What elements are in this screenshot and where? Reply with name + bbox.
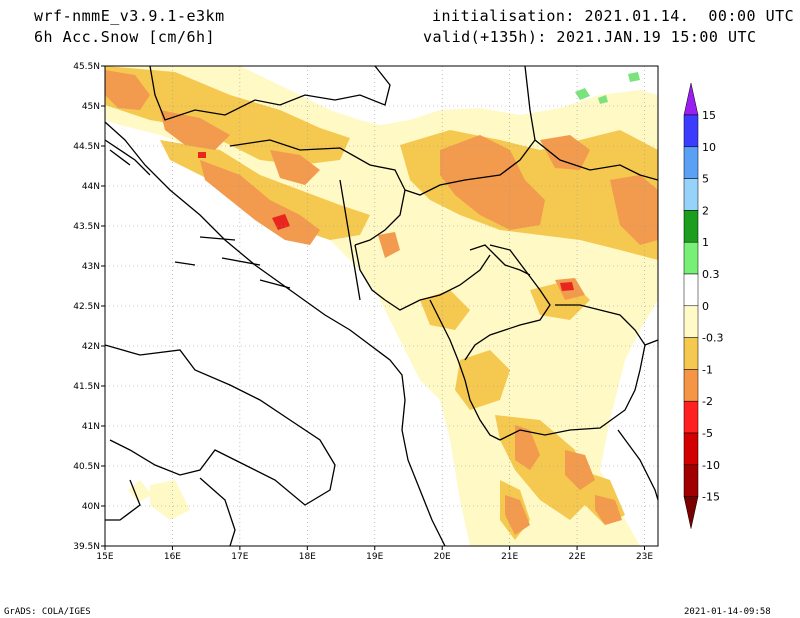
colorbar-label: -5 <box>702 427 713 440</box>
lon-tick-label: 18E <box>299 552 316 562</box>
init-time: initialisation: 2021.01.14. 00:00 UTC <box>432 7 795 25</box>
lat-tick-label: 40N <box>82 502 100 512</box>
snow-red-layer <box>198 152 574 291</box>
colorbar-segment <box>683 464 699 497</box>
colorbar-segment <box>683 369 699 402</box>
colorbar: 15 10 5 2 1 0.3 0 -0.3 -1 -2 -5 -10 -15 <box>683 82 723 529</box>
lat-tick-label: 40.5N <box>73 462 100 472</box>
lon-tick-label: 21E <box>501 552 518 562</box>
valid-time: valid(+135h): 2021.JAN.19 15:00 UTC <box>423 28 757 46</box>
lat-tick-label: 45.5N <box>73 62 100 72</box>
lon-tick-label: 23E <box>636 552 653 562</box>
lon-tick-label: 16E <box>164 552 181 562</box>
colorbar-label: -10 <box>702 459 720 472</box>
lon-tick-label: 17E <box>231 552 248 562</box>
colorbar-label: 0.3 <box>702 268 720 281</box>
colorbar-segment <box>683 305 699 338</box>
colorbar-label: -2 <box>702 395 713 408</box>
snow-orange-layer <box>105 70 658 535</box>
colorbar-bottom-arrow <box>683 496 699 529</box>
colorbar-segment <box>683 273 699 307</box>
field-title: 6h Acc.Snow [cm/6h] <box>34 28 216 46</box>
lat-tick-label: 43.5N <box>73 222 100 232</box>
colorbar-segment <box>683 241 699 275</box>
colorbar-label: -0.3 <box>702 332 723 345</box>
colorbar-label: 2 <box>702 204 709 217</box>
colorbar-label: -15 <box>702 491 720 504</box>
longitude-axis: 15E 16E 17E 18E 19E 20E 21E 22E 23E <box>96 546 653 562</box>
lon-tick-label: 20E <box>434 552 451 562</box>
lat-tick-label: 42.5N <box>73 302 100 312</box>
coastlines-borders <box>105 66 658 546</box>
latitude-axis: 45.5N 45N 44.5N 44N 43.5N 43N 42.5N 42N 41.5N 41N… <box>73 62 105 552</box>
colorbar-segment <box>683 146 699 179</box>
lon-tick-label: 19E <box>366 552 383 562</box>
footer-grads: GrADS: COLA/IGES <box>4 607 91 617</box>
lat-tick-label: 39.5N <box>73 542 100 552</box>
lat-tick-label: 41N <box>82 422 100 432</box>
colorbar-label: 15 <box>702 109 716 122</box>
colorbar-label: -1 <box>702 363 713 376</box>
colorbar-segment <box>683 400 699 434</box>
colorbar-segment <box>683 337 699 370</box>
colorbar-segment <box>683 432 699 466</box>
snow-green-layer <box>575 72 640 104</box>
colorbar-top-arrow <box>683 82 699 116</box>
colorbar-segment <box>683 210 699 243</box>
colorbar-label: 5 <box>702 173 709 186</box>
lon-tick-label: 15E <box>96 552 113 562</box>
colorbar-label: 0 <box>702 300 709 313</box>
snow-field <box>105 66 658 546</box>
lat-tick-label: 44N <box>82 182 100 192</box>
lat-tick-label: 42N <box>82 342 100 352</box>
lon-tick-label: 22E <box>569 552 586 562</box>
lat-tick-label: 44.5N <box>73 142 100 152</box>
colorbar-segment <box>683 178 699 211</box>
lat-tick-label: 41.5N <box>73 382 100 392</box>
model-title: wrf-nmmE_v3.9.1-e3km <box>34 7 225 25</box>
lat-tick-label: 43N <box>82 262 100 272</box>
colorbar-label: 10 <box>702 141 716 154</box>
colorbar-segment <box>683 114 699 148</box>
lat-lon-grid <box>105 66 658 546</box>
colorbar-label: 1 <box>702 236 709 249</box>
footer-timestamp: 2021-01-14-09:58 <box>684 607 771 617</box>
lat-tick-label: 45N <box>82 102 100 112</box>
